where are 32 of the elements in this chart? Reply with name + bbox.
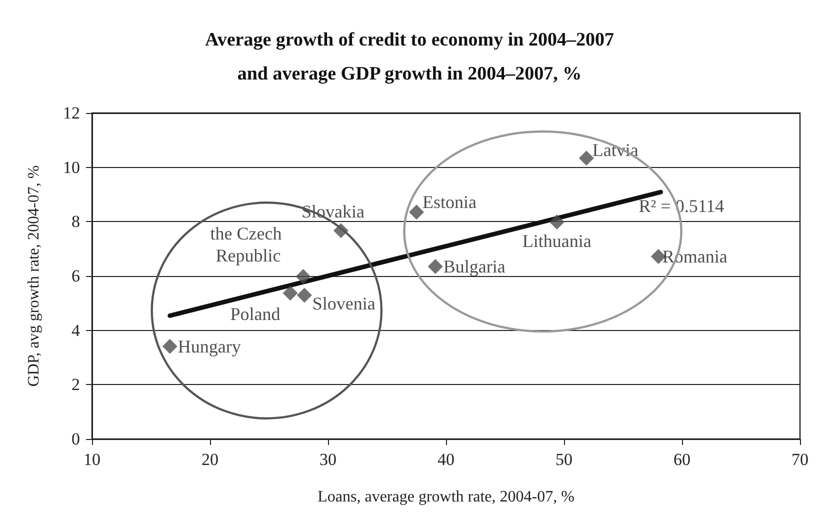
y-tick-label: 8 [72,212,80,232]
x-tick-label: 10 [84,450,100,469]
x-tick-label: 20 [202,450,218,469]
x-tick-label: 50 [556,450,572,469]
annotation: Slovenia [312,293,376,314]
point [578,150,594,166]
point [282,286,298,301]
point [428,258,443,274]
annotation: the Czech Republic [210,224,286,266]
x-tick-label: 40 [438,450,454,469]
y-tick-label: 2 [72,375,80,394]
annotation: Poland [230,304,280,324]
annotation: Lithuania [522,230,592,251]
x-axis-title: Loans, average growth rate, 2004-07, % [318,488,574,506]
point [409,204,424,220]
point [162,338,178,354]
annotation: Hungary [178,336,241,356]
y-tick-label: 6 [72,266,80,286]
point [296,288,312,303]
annotation: Estonia [422,192,476,212]
annotation: Bulgaria [443,256,506,276]
x-tick-label: 30 [320,450,336,469]
point [296,269,311,284]
y-axis-title: GDP, avg growth rate, 2004-07, % [26,165,42,387]
y-tick-label: 12 [63,104,80,122]
y-tick-label: 10 [63,158,80,177]
point [549,214,564,230]
y-tick-label: 0 [72,430,80,448]
x-tick-label: 70 [792,450,808,469]
x-tick-label: 60 [674,450,690,469]
y-tick-label: 4 [72,320,80,340]
chart-title: Average growth of credit to economy in 2004–2007 and average GDP growth in 2004–2007, % [205,30,614,84]
